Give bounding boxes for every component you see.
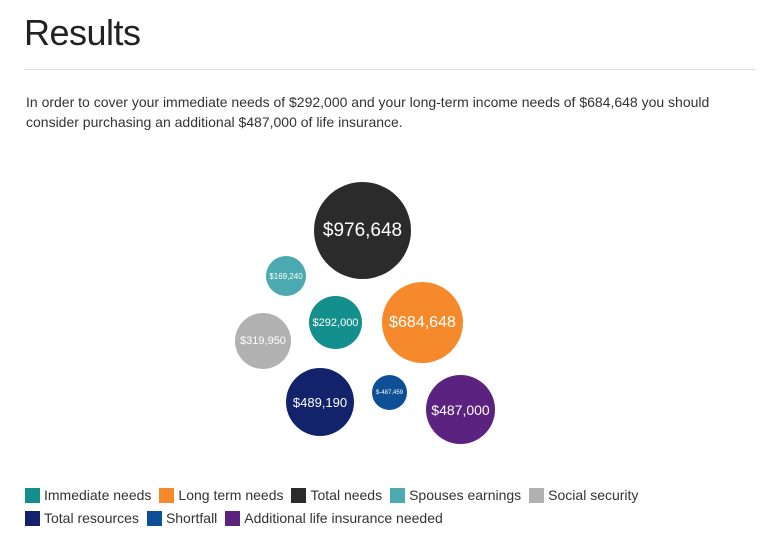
legend-item-additional-insurance[interactable]: Additional life insurance needed bbox=[225, 510, 443, 526]
bubble-spouses-earnings: $169,240 bbox=[266, 256, 306, 296]
bubble-value: $169,240 bbox=[269, 271, 303, 281]
bubble-value: $489,190 bbox=[292, 394, 348, 410]
bubble-value: $684,648 bbox=[389, 313, 456, 331]
bubble-total-resources: $489,190 bbox=[286, 368, 354, 436]
bubble-additional-insurance: $487,000 bbox=[426, 375, 495, 444]
legend-item-social-security[interactable]: Social security bbox=[529, 487, 638, 503]
bubble-value: $319,950 bbox=[240, 335, 286, 347]
legend-item-total-needs[interactable]: Total needs bbox=[291, 487, 382, 503]
results-summary: In order to cover your immediate needs o… bbox=[26, 94, 710, 130]
legend-label: Long term needs bbox=[178, 487, 284, 503]
legend-row: Immediate needs Long term needs Total ne… bbox=[25, 484, 745, 506]
legend-label: Immediate needs bbox=[44, 487, 152, 503]
bubble-shortfall: $-487,459 bbox=[372, 375, 407, 410]
legend-swatch bbox=[529, 487, 545, 503]
legend-swatch bbox=[159, 487, 175, 503]
bubble-value: $292,000 bbox=[312, 316, 359, 329]
legend-swatch bbox=[291, 487, 307, 503]
legend-swatch bbox=[25, 510, 40, 526]
bubble-social-security: $319,950 bbox=[235, 313, 291, 369]
legend-label: Total resources bbox=[44, 510, 139, 526]
legend-item-shortfall[interactable]: Shortfall bbox=[146, 510, 218, 526]
page-title: Results bbox=[24, 12, 141, 53]
legend-label: Shortfall bbox=[165, 510, 218, 526]
bubble-value: $976,648 bbox=[322, 219, 403, 241]
bubble-value: $-487,459 bbox=[375, 389, 404, 396]
legend-label: Social security bbox=[548, 487, 639, 503]
bubble-total-needs: $976,648 bbox=[314, 182, 411, 279]
bubble-value: $487,000 bbox=[431, 401, 490, 418]
legend-label: Total needs bbox=[310, 487, 383, 503]
legend-item-long-term-needs[interactable]: Long term needs bbox=[159, 487, 283, 503]
legend-item-immediate-needs[interactable]: Immediate needs bbox=[25, 487, 151, 503]
legend-row: Total resources Shortfall Additional lif… bbox=[25, 507, 745, 529]
legend-swatch bbox=[25, 487, 40, 503]
legend-item-spouses-earnings[interactable]: Spouses earnings bbox=[390, 487, 521, 503]
title-divider bbox=[24, 69, 755, 70]
legend-item-total-resources[interactable]: Total resources bbox=[25, 510, 139, 526]
legend-label: Additional life insurance needed bbox=[244, 510, 443, 526]
bubble-long-term-needs: $684,648 bbox=[382, 282, 463, 363]
bubble-immediate-needs: $292,000 bbox=[309, 296, 362, 349]
chart-legend: Immediate needs Long term needs Total ne… bbox=[25, 484, 745, 530]
legend-swatch bbox=[146, 510, 162, 526]
legend-label: Spouses earnings bbox=[409, 487, 522, 503]
legend-swatch bbox=[390, 487, 406, 503]
legend-swatch bbox=[225, 510, 241, 526]
